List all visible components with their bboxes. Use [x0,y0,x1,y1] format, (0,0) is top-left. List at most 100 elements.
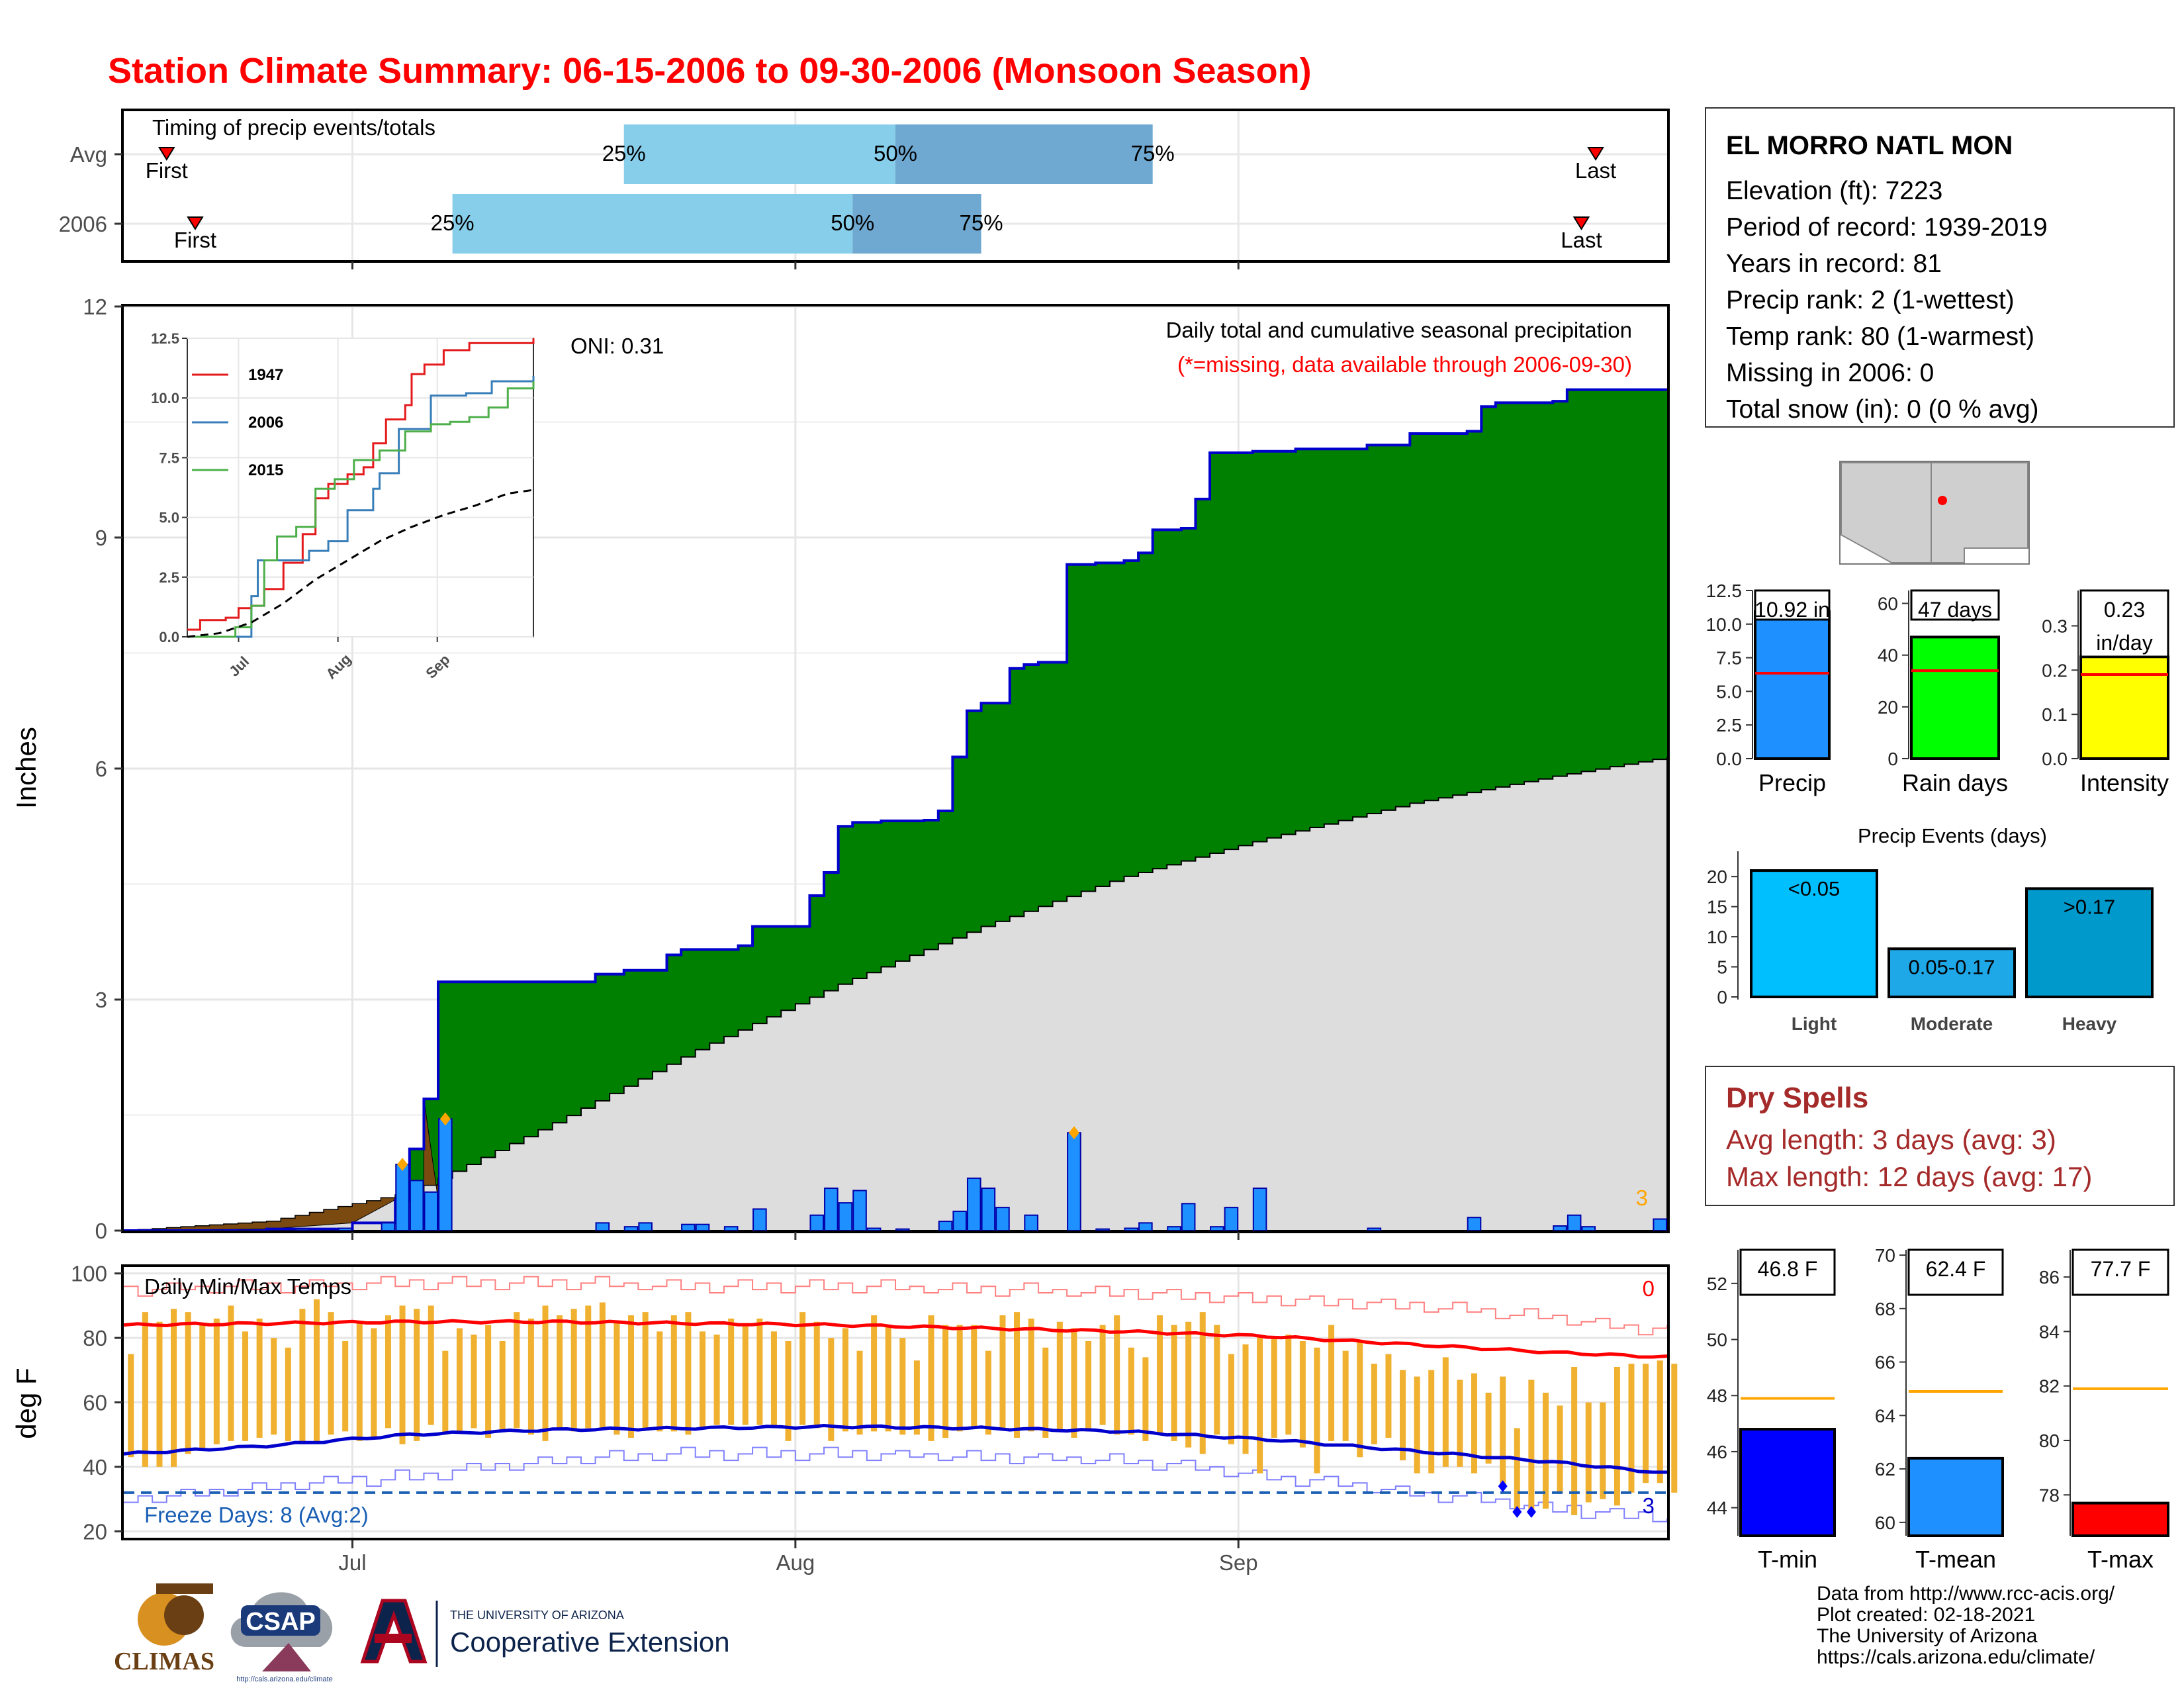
daily-precip-bar [209,1229,224,1232]
mini-ytick-label: 2.5 [1716,715,1742,735]
precip-events-title: Precip Events (days) [1858,824,2047,847]
mini-category-label: T-min [1758,1546,1817,1573]
temp-chart-title: Daily Min/Max Temps [144,1274,351,1299]
temp-ytick-label: 100 [71,1262,107,1286]
timing-row-label: 2006 [59,212,107,236]
mini-category-label: T-mean [1915,1546,1996,1573]
mini-value-box [1907,1248,2004,1296]
mini-ytick-label: 62 [1875,1459,1895,1479]
inset-series-line [187,381,535,638]
mini-ytick-label: 40 [1878,645,1898,666]
inset-series-line [187,338,535,631]
daily-precip-bar [1210,1226,1224,1232]
mini-ytick-label: 86 [2039,1267,2060,1288]
timing-bar-lower [623,124,895,184]
daily-precip-bar [966,1177,981,1231]
csap-logo: CSAP http://cals.arizona.edu/climate [230,1592,333,1683]
timing-last-marker [1587,147,1604,161]
daily-precip-bar [824,1188,839,1232]
mini-value-box [2071,1248,2169,1296]
credits: Data from http://www.rcc-acis.org/ Plot … [1817,1583,2115,1668]
daily-precip-bar [1467,1217,1482,1232]
mini-ytick-label: 70 [1875,1245,1895,1266]
inset-xtick-label: Jul [226,653,252,680]
timing-first-label: First [174,228,216,252]
daily-precip-bar [338,1227,353,1232]
daily-precip-bar [595,1222,610,1232]
timing-pct-label: 75% [1131,141,1175,165]
daily-precip-bar [295,1228,310,1232]
daily-precip-bar [1181,1203,1196,1231]
daily-precip-bar [438,1118,453,1231]
tmin-record-line [124,1446,1668,1523]
mini-category-label: Precip [1758,769,1826,796]
ua-big-text: Cooperative Extension [450,1626,730,1658]
freeze-day-marker [1498,1480,1508,1493]
timing-pct-label: 50% [874,141,917,165]
mini-chart-precip: 0.0 2.5 5.0 7.5 10.0 12.5 10.92 in Precip [1706,581,1831,796]
daily-precip-bar [424,1191,439,1232]
dry-spells-avg: Avg length: 3 days (avg: 3) [1726,1124,2056,1155]
mini-ytick-label: 60 [1878,594,1898,614]
mini-ytick-label: 46 [1707,1442,1727,1462]
mini-ytick-label: 5.0 [1716,681,1742,702]
oni-label: ONI: 0.31 [570,334,664,358]
station-period: Period of record: 1939-2019 [1726,213,2048,242]
events-category-label: Heavy [2062,1013,2117,1034]
dry-spells-box: Dry Spells Avg length: 3 days (avg: 3) M… [1705,1066,2175,1206]
inset-ytick-label: 7.5 [159,449,179,466]
timing-pct-label: 50% [831,211,874,235]
events-ytick-label: 5 [1717,957,1727,978]
inset-frame [187,338,534,637]
temp-panel: 20 40 60 80 100 Jul Aug Sep Daily Min/Max Temps… [11,1262,1678,1575]
events-category-label: Light [1792,1013,1837,1034]
mini-value-unit: in/day [2096,631,2152,655]
inset-xtick-label: Aug [322,651,354,682]
mini-chart-tmin: 44 46 48 50 52 46.8 F T-min [1707,1248,1836,1573]
mini-ytick-label: 0.3 [2042,616,2068,636]
credit-university: The University of Arizona [1817,1625,2038,1647]
timing-last-marker [1572,216,1590,230]
station-precip-rank: Precip rank: 2 (1-wettest) [1726,286,2015,314]
inset-ytick-label: 12.5 [151,330,179,347]
daily-precip-bar [938,1221,953,1232]
timing-bar-upper [895,124,1153,184]
freeze-day-marker [1526,1506,1536,1519]
daily-precip-bar [995,1207,1010,1231]
daily-precip-bar [809,1214,825,1231]
credit-data-source: Data from http://www.rcc-acis.org/ [1817,1583,2115,1605]
tmax-average-line [123,1319,1668,1359]
inset-ytick-label: 5.0 [159,510,179,526]
inset-legend-label: 1947 [248,366,283,384]
inset-legend-label: 2006 [248,414,283,432]
timing-pct-label: 25% [602,141,646,165]
timing-last-label: Last [1561,228,1602,252]
precip-ytick-label: 3 [95,988,107,1012]
daily-precip-bar [1095,1228,1110,1232]
tmax-record-line [124,1276,1668,1336]
temp-ytick-label: 60 [83,1391,107,1415]
mini-ytick-label: 80 [2039,1430,2060,1451]
mini-value-bar [1907,1456,2004,1537]
daily-precip-bar [681,1223,696,1232]
timing-bar-lower [452,194,853,254]
daily-precip-bar [238,1229,253,1232]
temp-ylabel: deg F [11,1368,42,1438]
events-ytick-label: 0 [1717,987,1727,1008]
cumulative-line [124,388,1667,1232]
station-missing: Missing in 2006: 0 [1726,359,1934,387]
ua-small-text: THE UNIVERSITY OF ARIZONA [450,1609,624,1622]
timing-first-marker [187,216,204,230]
inset-average-line [187,489,534,638]
temp-ytick-label: 40 [83,1455,107,1479]
mini-ytick-label: 0.0 [1716,749,1742,769]
daily-precip-bar [409,1180,424,1231]
daily-precip-bar [1138,1222,1153,1232]
mini-value-box [1739,1248,1836,1296]
events-bar-label: <0.05 [1788,877,1840,900]
precip-chart-title: Daily total and cumulative seasonal prec… [1166,318,1632,342]
daily-precip-bar [752,1208,767,1231]
timing-pct-label: 25% [431,211,475,235]
timing-bar-upper [852,194,981,254]
